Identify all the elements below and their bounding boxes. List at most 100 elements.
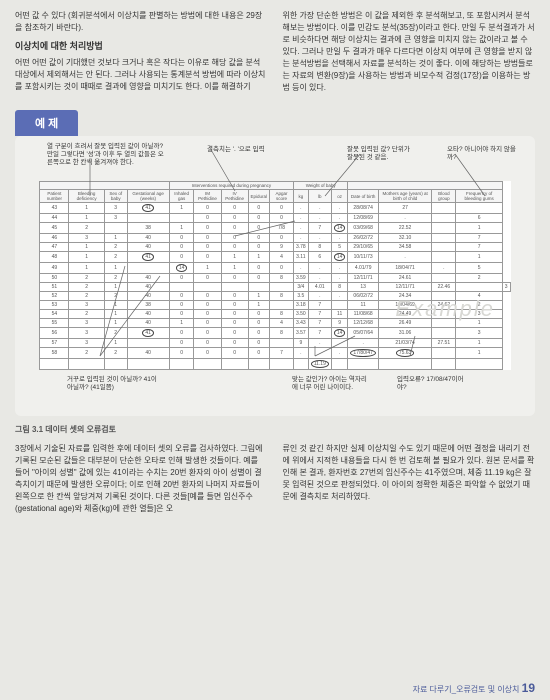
table-cell: .	[331, 234, 348, 243]
table-cell: 0	[248, 348, 270, 359]
table-cell: 0	[194, 319, 221, 328]
table-cell: 56	[40, 328, 69, 339]
table-row: 481241001143.1161410/11/73.1	[40, 252, 510, 263]
table-cell	[331, 301, 348, 310]
table-cell: 8	[308, 243, 331, 252]
table-cell	[432, 359, 456, 370]
table-cell: 41	[127, 252, 169, 263]
table-cell	[169, 359, 194, 370]
table-cell: 22.46	[432, 283, 456, 292]
column-header: Apgar score	[270, 190, 294, 203]
table-cell: 9	[331, 319, 348, 328]
table-cell	[432, 243, 456, 252]
table-cell: .	[293, 234, 308, 243]
top-left-p1: 어떤 값 수 있다 (회귀분석에서 이상치를 판별하는 방법에 대한 내용은 2…	[15, 10, 268, 34]
table-cell: 40	[127, 274, 169, 283]
table-cell: 0	[221, 223, 248, 234]
table-cell	[432, 328, 456, 339]
table-cell: 12/08/69	[348, 214, 378, 223]
top-left-p2: 어떤 어떤 값이 기대했던 것보다 크거나 혹은 작다는 이유로 해당 값을 분…	[15, 57, 268, 93]
table-cell: 7	[456, 234, 502, 243]
section-title: 이상치에 대한 처리방법	[15, 40, 268, 54]
table-cell: 0	[194, 223, 221, 234]
example-tab: 예 제	[15, 110, 78, 136]
table-cell: 1	[194, 263, 221, 274]
table-cell: 0	[194, 328, 221, 339]
table-cell: 7/8	[270, 223, 294, 234]
table-cell: 8	[331, 283, 348, 292]
annot-3: 잘못 입력된 값? 단위가 잘못된 것 같음.	[347, 146, 417, 162]
table-cell: 1	[169, 319, 194, 328]
table-cell: 0	[194, 234, 221, 243]
table-cell: 0	[169, 339, 194, 348]
table-cell: .	[308, 348, 331, 359]
table-cell: 7	[308, 310, 331, 319]
table-cell: 06/02/72	[348, 292, 378, 301]
table-cell: 0	[248, 203, 270, 214]
table-cell: 1	[248, 252, 270, 263]
table-cell: 7	[270, 348, 294, 359]
table-cell: .	[308, 292, 331, 301]
table-cell: 0	[270, 263, 294, 274]
table-cell: 0	[270, 234, 294, 243]
table-cell: 11.19	[308, 359, 331, 370]
table-cell: .	[331, 339, 348, 348]
table-cell: 0	[248, 263, 270, 274]
table-cell	[221, 359, 248, 370]
table-cell: 3.11	[293, 252, 308, 263]
table-cell: 0	[194, 214, 221, 223]
table-cell	[432, 223, 456, 234]
table-cell: 0	[194, 203, 221, 214]
table-cell: 0	[194, 274, 221, 283]
table-cell: 4	[270, 252, 294, 263]
table-cell: 7	[308, 223, 331, 234]
table-cell: 0	[221, 339, 248, 348]
table-cell	[270, 359, 294, 370]
table-cell: 1	[248, 301, 270, 310]
table-cell: 31.06	[378, 328, 431, 339]
table-cell: .	[378, 214, 431, 223]
table-cell	[432, 203, 456, 214]
table-cell: 0	[169, 274, 194, 283]
table-cell: 6	[456, 214, 502, 223]
table-row: 573100009...21/03/7427.511	[40, 339, 510, 348]
table-cell: .	[348, 339, 378, 348]
column-header: Patient number	[40, 190, 69, 203]
table-cell: 03/09/68	[348, 223, 378, 234]
table-cell: 0	[194, 252, 221, 263]
table-cell: 13	[348, 283, 378, 292]
table-cell: .	[308, 339, 331, 348]
table-cell: 1	[104, 339, 127, 348]
table-cell	[432, 252, 456, 263]
table-cell: 11/08/68	[348, 310, 378, 319]
table-cell	[432, 234, 456, 243]
table-cell: 51	[40, 283, 69, 292]
table-cell: 2	[69, 292, 105, 301]
table-cell: 4	[270, 319, 294, 328]
table-cell: 3	[502, 283, 510, 292]
table-cell: 2	[69, 283, 105, 292]
table-cell: 0	[169, 243, 194, 252]
table-cell: .	[331, 203, 348, 214]
table-cell	[270, 283, 294, 292]
table-cell: 40	[127, 234, 169, 243]
table-cell: 40	[127, 292, 169, 301]
table-cell	[378, 359, 431, 370]
table-cell: 0	[221, 214, 248, 223]
table-cell: 28/08/74	[348, 203, 378, 214]
table-cell: 45	[40, 223, 69, 234]
table-row: 4523810007/8.71403/09/6822.521	[40, 223, 510, 234]
table-cell: 0	[194, 243, 221, 252]
table-cell: 58	[40, 348, 69, 359]
table-cell: .	[293, 263, 308, 274]
table-cell: 0	[169, 292, 194, 301]
table-cell: 38	[127, 223, 169, 234]
annot-2: 결측치는 '. '으로 입력	[207, 146, 265, 154]
table-cell: 0	[169, 301, 194, 310]
table-cell: 0	[248, 243, 270, 252]
table-cell: .	[293, 348, 308, 359]
table-row: 502240000083.59..12/11/7124.612	[40, 274, 510, 283]
table-cell: 26/02/72	[348, 234, 378, 243]
table-cell: 1	[104, 263, 127, 274]
table-cell: 0	[221, 274, 248, 283]
